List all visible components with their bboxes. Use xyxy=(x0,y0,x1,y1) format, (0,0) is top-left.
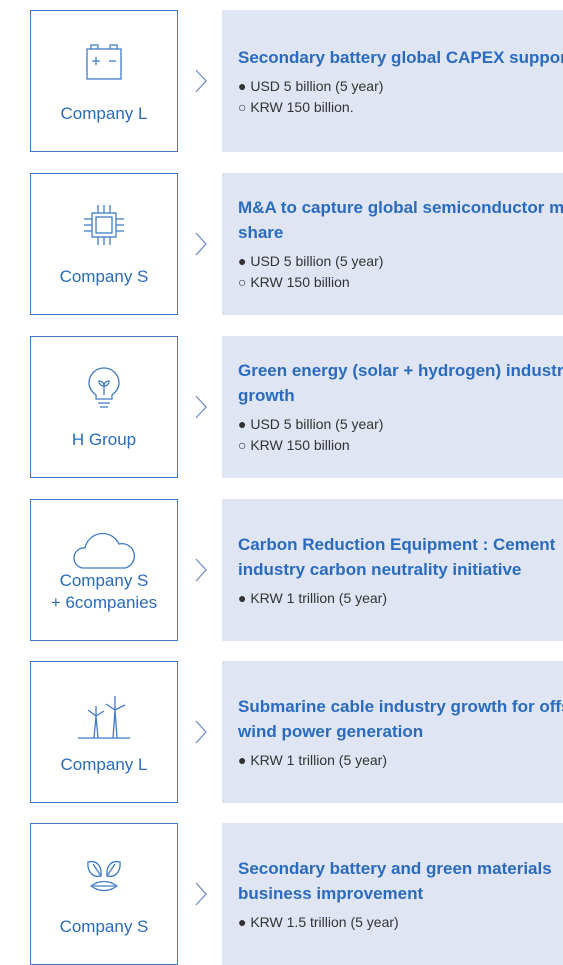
company-label: Company L xyxy=(31,103,177,125)
icon xyxy=(88,367,120,408)
item-title: Carbon Reduction Equipment : Cement indu… xyxy=(238,534,556,579)
bullet: ○ KRW 150 billion xyxy=(238,274,350,290)
bullet: ○ KRW 150 billion xyxy=(238,437,350,453)
company-line: Company S xyxy=(59,571,149,590)
item-title: Submarine cable industry growth for offs… xyxy=(238,696,563,741)
item-row: Company L Secondary battery global CAPEX … xyxy=(0,10,563,152)
chevron xyxy=(195,720,207,744)
icon xyxy=(78,696,130,739)
item-row: H Group Green energy (solar + hydrogen) i… xyxy=(0,336,563,478)
icon xyxy=(86,44,122,80)
company-box: Company L xyxy=(30,661,178,803)
icon xyxy=(87,860,121,892)
company-box: Company S xyxy=(30,823,178,965)
item-row: Company S Secondary battery and green mat… xyxy=(0,823,563,965)
icon xyxy=(84,205,124,245)
item-title: M&A to capture global semiconductor mark… xyxy=(238,198,563,242)
company-box: Company S + 6companies xyxy=(30,499,178,641)
company-label: Company L xyxy=(31,754,177,776)
company-line: + 6companies xyxy=(50,593,158,612)
company-box: Company L xyxy=(30,10,178,152)
company-line: H Group xyxy=(71,430,137,449)
info-panel: Submarine cable industry growth for offs… xyxy=(222,661,563,803)
info-panel: Green energy (solar + hydrogen) industry… xyxy=(222,336,563,478)
bullet: ● KRW 1.5 trillion (5 year) xyxy=(238,913,399,930)
icon xyxy=(73,532,136,569)
info-panel: M&A to capture global semiconductor mark… xyxy=(222,173,563,315)
info-panel: Secondary battery global CAPEX support ● … xyxy=(222,10,563,152)
bullet: ○ KRW 150 billion. xyxy=(238,98,354,115)
bullet: ● USD 5 billion (5 year) xyxy=(238,416,384,432)
item-row: Company S + 6companies Carbon Reduction Eq… xyxy=(0,499,563,641)
bullet: ● USD 5 billion (5 year) xyxy=(238,77,384,94)
chevron xyxy=(195,395,207,419)
bullet: ● USD 5 billion (5 year) xyxy=(238,253,384,269)
chevron xyxy=(195,232,207,256)
company-box: H Group xyxy=(30,336,178,478)
company-label: H Group xyxy=(31,429,177,451)
item-row: Company S M&A to capture global semicondu… xyxy=(0,173,563,315)
chevron xyxy=(195,558,207,582)
company-label: Company S xyxy=(31,916,177,938)
item-row: Company L Submarine cable industry growth… xyxy=(0,661,563,803)
bullet: ● KRW 1 trillion (5 year) xyxy=(238,751,388,768)
company-label: Company S xyxy=(31,266,177,288)
company-line: Company L xyxy=(60,104,148,123)
company-line: Company S xyxy=(59,267,149,286)
company-label: Company S + 6companies xyxy=(31,570,177,614)
chevron xyxy=(195,882,207,906)
info-panel: Secondary battery and green materials bu… xyxy=(222,823,563,965)
item-title: Secondary battery global CAPEX support xyxy=(238,47,563,67)
company-box: Company S xyxy=(30,173,178,315)
chevron xyxy=(195,69,207,93)
bullet: ● KRW 1 trillion (5 year) xyxy=(238,589,388,606)
item-title: Green energy (solar + hydrogen) industry… xyxy=(238,361,563,405)
company-line: Company L xyxy=(60,755,148,774)
company-line: Company S xyxy=(59,917,149,936)
item-title: Secondary battery and green materials bu… xyxy=(238,858,552,903)
info-panel: Carbon Reduction Equipment : Cement indu… xyxy=(222,499,563,641)
